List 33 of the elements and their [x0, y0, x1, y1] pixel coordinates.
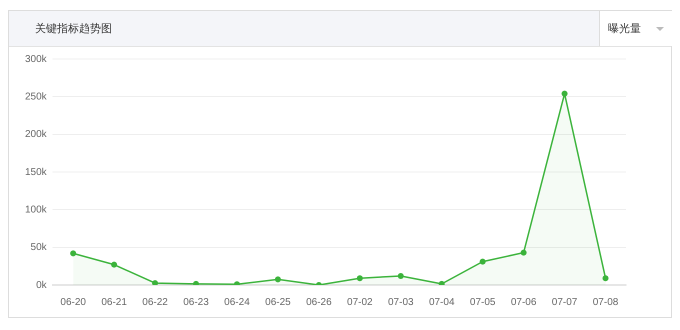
point: [356, 275, 363, 282]
x-tick-label: 07-08: [592, 296, 619, 308]
y-tick-label: 50k: [30, 242, 48, 254]
y-tick-label: 300k: [24, 54, 48, 65]
x-tick-label: 07-04: [428, 296, 455, 308]
y-tick-label: 250k: [24, 91, 48, 102]
x-tick-label: 07-05: [470, 296, 496, 308]
y-tick-label: 200k: [24, 129, 48, 140]
x-tick-label: 06-24: [224, 296, 250, 308]
point: [480, 258, 486, 265]
point: [274, 276, 281, 282]
x-tick-label: 06-22: [142, 296, 168, 308]
y-tick-label: 0k: [36, 280, 48, 291]
point: [520, 250, 527, 256]
x-tick-label: 06-23: [183, 296, 210, 308]
point: [398, 272, 404, 279]
point: [111, 262, 118, 268]
x-tick-label: 06-26: [306, 296, 332, 308]
x-tick-label: 06-21: [101, 296, 128, 308]
x-tick-label: 06-25: [265, 296, 292, 308]
x-tick-label: 07-07: [552, 296, 578, 308]
chart-title: 关键指标趋势图: [35, 21, 112, 36]
point: [152, 280, 158, 285]
point: [602, 275, 609, 282]
x-tick-label: 07-06: [510, 296, 537, 308]
point: [70, 250, 76, 256]
x-tick-label: 07-02: [347, 296, 374, 308]
x-tick-label: 06-20: [60, 296, 86, 308]
x-tick-label: 07-03: [388, 296, 414, 308]
y-tick-label: 150k: [24, 166, 48, 178]
y-tick-label: 100k: [24, 204, 48, 216]
dropdown-field: 曝光量: [599, 11, 672, 46]
point: [562, 90, 568, 97]
